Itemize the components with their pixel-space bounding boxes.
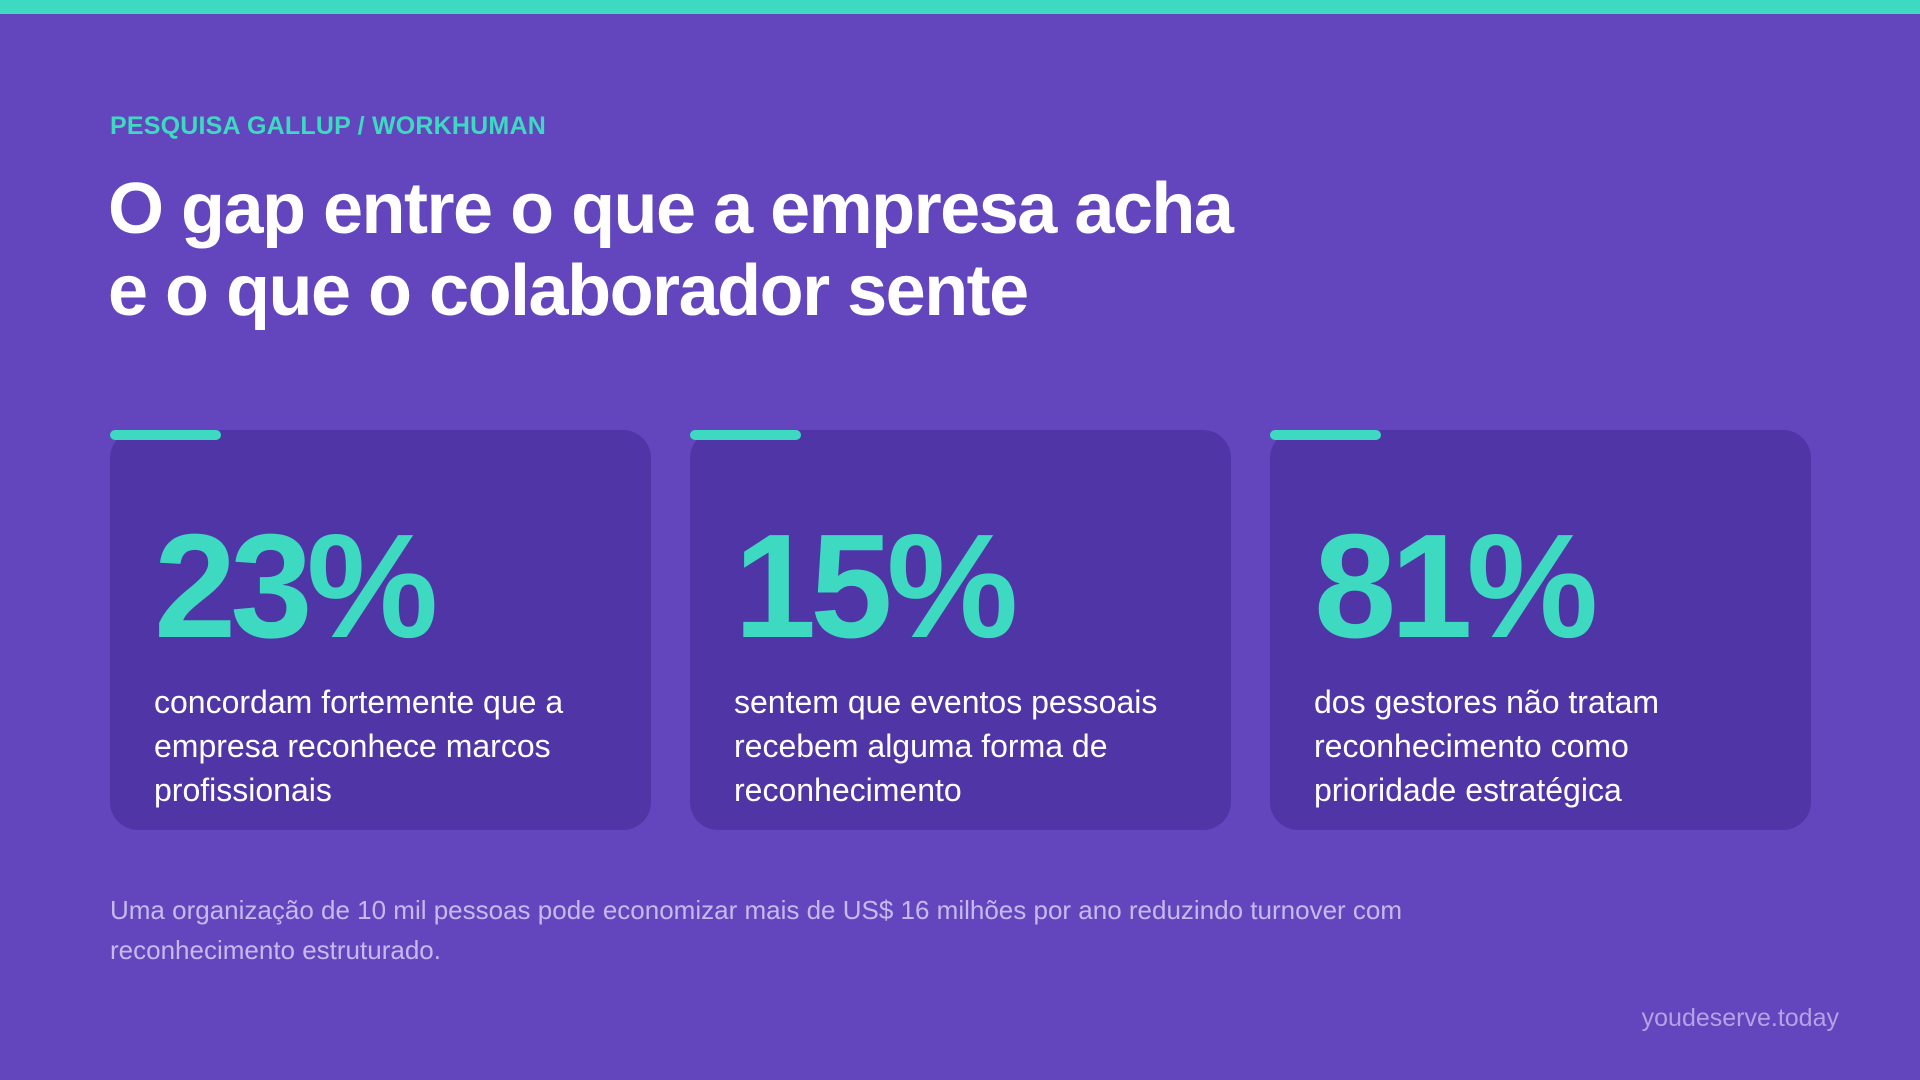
stat-cards: 23% concordam fortemente que a empresa r… — [110, 430, 1812, 830]
page-title: O gap entre o que a empresa acha e o que… — [108, 168, 1234, 332]
stat-description: concordam fortemente que a empresa recon… — [154, 684, 564, 808]
eyebrow-label: PESQUISA GALLUP / WORKHUMAN — [110, 112, 546, 140]
stat-card-1: 23% concordam fortemente que a empresa r… — [110, 430, 651, 830]
stat-card-2: 15% sentem que eventos pessoais recebem … — [690, 430, 1231, 830]
stat-value: 23% — [154, 504, 438, 669]
card-accent-bar — [1270, 430, 1381, 440]
footnote: Uma organização de 10 mil pessoas pode e… — [110, 895, 1403, 965]
brand-url: youdeserve.today — [1641, 1004, 1839, 1032]
card-accent-bar — [110, 430, 221, 440]
stat-value: 15% — [734, 504, 1018, 669]
stat-description: sentem que eventos pessoais recebem algu… — [734, 684, 1158, 808]
stat-description: dos gestores não tratam reconhecimento c… — [1314, 684, 1660, 808]
page-title-line-1: O gap entre o que a empresa acha — [108, 169, 1234, 249]
stat-card-3: 81% dos gestores não tratam reconhecimen… — [1270, 430, 1811, 830]
top-accent-bar — [0, 0, 1920, 14]
page-title-line-2: e o que o colaborador sente — [108, 251, 1029, 331]
stat-value: 81% — [1314, 504, 1598, 669]
card-accent-bar — [690, 430, 801, 440]
